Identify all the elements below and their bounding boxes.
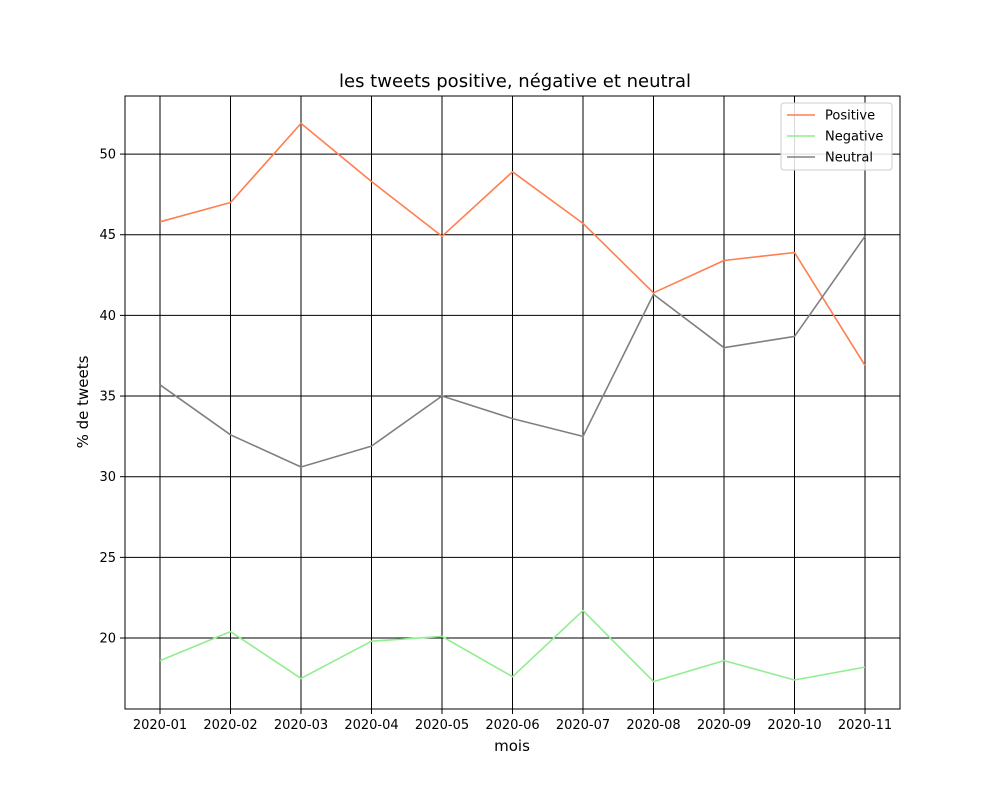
y-axis-ticks: 20 25 30 35 40 45 50: [99, 148, 125, 647]
x-tick-label: 2020-10: [767, 718, 821, 733]
y-axis-label: % de tweets: [74, 355, 92, 448]
series-line-negative: [159, 609, 866, 683]
legend-label: Positive: [825, 109, 875, 124]
y-tick-label: 45: [99, 228, 116, 243]
x-tick-label: 2020-01: [133, 718, 187, 733]
series-line-positive: [159, 122, 866, 366]
x-tick-label: 2020-08: [626, 718, 680, 733]
y-tick-label: 25: [99, 551, 116, 566]
grid-lines: [125, 96, 900, 709]
chart-title: les tweets positive, négative et neutral: [339, 71, 691, 92]
y-tick-label: 35: [99, 390, 116, 405]
x-tick-label: 2020-06: [485, 718, 539, 733]
x-tick-label: 2020-05: [415, 718, 469, 733]
x-tick-label: 2020-07: [556, 718, 610, 733]
x-tick-label: 2020-04: [344, 718, 398, 733]
legend-label: Neutral: [825, 151, 873, 166]
series-line-neutral: [159, 235, 866, 468]
series-lines: [159, 122, 866, 683]
y-tick-label: 20: [99, 632, 116, 647]
y-tick-label: 30: [99, 470, 116, 485]
x-axis-label: mois: [494, 737, 530, 755]
x-tick-label: 2020-09: [697, 718, 751, 733]
x-tick-label: 2020-03: [274, 718, 328, 733]
legend: Positive Negative Neutral: [780, 102, 893, 171]
y-tick-label: 40: [99, 309, 116, 324]
x-axis-ticks: 2020-01 2020-02 2020-03 2020-04 2020-05 2020-…: [133, 709, 892, 733]
x-tick-label: 2020-02: [203, 718, 257, 733]
y-tick-label: 50: [99, 148, 116, 163]
legend-label: Negative: [825, 130, 883, 145]
legend-box: [780, 102, 893, 171]
x-tick-label: 2020-11: [838, 718, 892, 733]
